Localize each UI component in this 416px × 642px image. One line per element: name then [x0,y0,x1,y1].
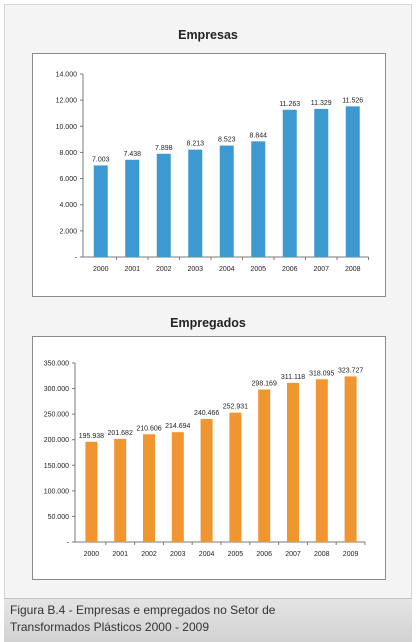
bar [200,419,213,542]
y-tick-label: 50.000 [48,514,70,521]
caption-line-2: Transformados Plásticos 2000 - 2009 [10,620,209,634]
data-label: 8.213 [186,141,204,148]
data-label: 210.606 [136,425,161,432]
x-tick-label: 2005 [228,551,244,558]
y-tick-label: 12.000 [56,98,78,105]
bar [287,382,299,542]
data-label: 8.844 [249,132,267,139]
bar [251,141,266,257]
chart-empresas-svg: - 2.000 4.000 6.000 8.000 10.000 12.000 14.000 7… [56,72,369,273]
chart-title-empresas: Empresas [178,28,238,42]
chart-empregados-svg: - 50.000 100.000 150.000 200.000 250.000 300.0… [44,361,366,558]
bar [93,165,108,257]
bar [315,379,328,542]
x-tick-label: 2008 [314,551,330,558]
x-tick-label: 2002 [156,266,172,273]
x-tick-label: 2008 [345,266,361,273]
y-tick-label: - [75,255,78,262]
bar [156,153,171,257]
data-label: 240.466 [194,410,219,417]
data-label: 7.898 [155,145,173,152]
bar [85,441,98,542]
x-tick-label: 2000 [93,266,109,273]
y-tick-label: - [67,540,70,547]
y-tick-label: 8.000 [59,150,77,157]
data-label: 11.526 [342,97,363,104]
y-tick-label: 300.000 [44,386,69,393]
y-tick-label: 100.000 [44,488,69,495]
bar [229,412,242,542]
bar [344,376,357,542]
bar [258,389,271,542]
data-label: 11.263 [279,101,300,108]
bar [188,149,203,257]
x-tick-label: 2004 [219,266,235,273]
data-label: 252.931 [223,404,248,411]
data-label: 214.694 [165,423,190,430]
y-tick-label: 250.000 [44,412,69,419]
bar [171,432,184,542]
x-tick-label: 2006 [256,551,272,558]
chart-empregados: - 50.000 100.000 150.000 200.000 250.000 300.0… [32,336,386,580]
y-tick-label: 150.000 [44,463,69,470]
x-tick-label: 2002 [141,551,157,558]
data-label: 311.118 [281,374,305,381]
caption-line-1: Figura B.4 - Empresas e empregados no Se… [10,603,276,617]
y-tick-label: 4.000 [59,202,77,209]
data-label: 195.938 [79,433,104,440]
y-tick-label: 350.000 [44,361,69,368]
data-label: 318.095 [309,370,334,377]
figure-caption: Figura B.4 - Empresas e empregados no Se… [4,598,412,642]
y-tick-label: 14.000 [56,72,78,79]
x-tick-label: 2001 [112,551,128,558]
x-tick-label: 2001 [124,266,140,273]
y-tick-label: 10.000 [56,124,78,131]
bar [143,434,155,542]
y-tick-label: 2.000 [59,228,77,235]
y-tick-label: 200.000 [44,437,69,444]
data-label: 201.682 [108,430,133,437]
data-label: 7.003 [92,156,110,163]
x-tick-label: 2006 [282,266,298,273]
bar [125,159,140,257]
data-label: 11.329 [311,100,332,107]
x-tick-label: 2000 [84,551,100,558]
bar [219,145,234,257]
x-tick-label: 2003 [170,551,186,558]
x-tick-label: 2003 [187,266,203,273]
x-tick-label: 2007 [285,551,301,558]
chart-title-empregados: Empregados [170,316,246,330]
data-label: 8.523 [218,137,236,144]
x-tick-label: 2009 [343,551,359,558]
x-tick-label: 2004 [199,551,215,558]
data-label: 298.169 [252,381,277,388]
x-tick-label: 2005 [250,266,266,273]
data-label: 323.727 [338,367,363,374]
bar [314,108,329,257]
y-tick-label: 6.000 [59,176,77,183]
bar [345,106,360,257]
x-tick-label: 2007 [313,266,329,273]
data-label: 7.438 [123,151,141,158]
bar [114,438,127,542]
chart-empresas: - 2.000 4.000 6.000 8.000 10.000 12.000 14.000 7… [32,53,386,297]
bar [282,109,297,257]
